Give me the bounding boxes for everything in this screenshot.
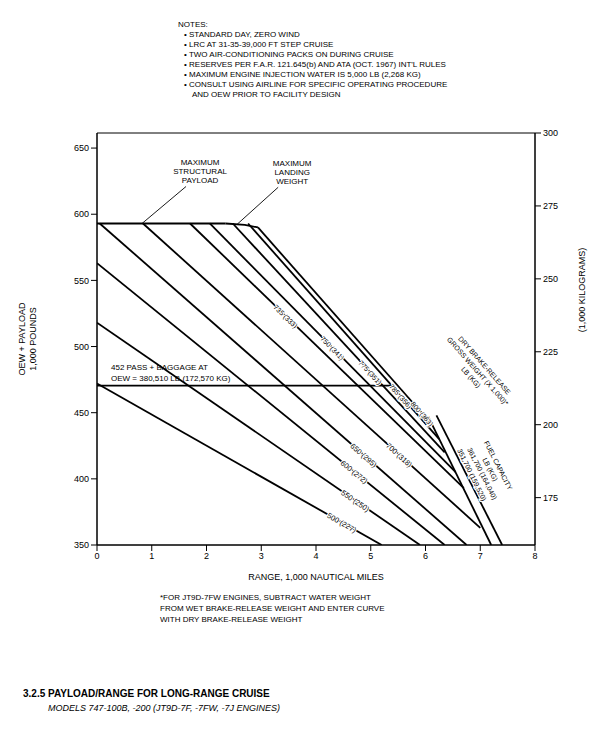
svg-text:600 (272): 600 (272) bbox=[339, 458, 370, 486]
svg-text:5: 5 bbox=[368, 551, 373, 561]
svg-text:MAXIMUMSTRUCTURALPAYLOAD: MAXIMUMSTRUCTURALPAYLOAD bbox=[173, 158, 227, 185]
svg-text:DRY BRAKE-RELEASEGROSS WEIGHT: DRY BRAKE-RELEASEGROSS WEIGHT (X 1,000)*… bbox=[439, 329, 517, 413]
html-text:FROM WET BRAKE-RELEASE WEIGHT: FROM WET BRAKE-RELEASE WEIGHT AND ENTER … bbox=[160, 604, 385, 613]
svg-text:500 (227): 500 (227) bbox=[326, 511, 359, 535]
html-text:OEW + PAYLOAD 1,000 POUNDS: OEW + PAYLOAD 1,000 POUNDS bbox=[17, 302, 38, 376]
svg-text:351,700 (159,520): 351,700 (159,520) bbox=[456, 447, 488, 502]
html-text:• TWO AIR-CONDITIONING PACKS O: • TWO AIR-CONDITIONING PACKS ON DURING C… bbox=[184, 50, 394, 59]
html-text:• CONSULT USING AIRLINE FOR SP: • CONSULT USING AIRLINE FOR SPECIFIC OPE… bbox=[184, 80, 448, 99]
svg-text:452 PASS + BAGGAGE ATOEW = 380: 452 PASS + BAGGAGE ATOEW = 380,510 LB (1… bbox=[111, 363, 231, 383]
svg-text:2: 2 bbox=[204, 551, 209, 561]
svg-text:225: 225 bbox=[543, 347, 558, 357]
svg-text:550 (250): 550 (250) bbox=[340, 488, 372, 514]
svg-text:750 (341): 750 (341) bbox=[319, 335, 346, 362]
svg-text:1: 1 bbox=[149, 551, 154, 561]
html-text:NOTES:: NOTES: bbox=[178, 20, 208, 29]
html-text:MODELS 747-100B, -200 (JT9D-7F: MODELS 747-100B, -200 (JT9D-7F, -7FW, -7… bbox=[48, 703, 281, 713]
svg-text:6: 6 bbox=[423, 551, 428, 561]
svg-text:FUEL CAPACITYLB (KG): FUEL CAPACITYLB (KG) bbox=[474, 440, 514, 496]
svg-text:550: 550 bbox=[74, 276, 89, 286]
svg-text:RANGE, 1,000 NAUTICAL MILES: RANGE, 1,000 NAUTICAL MILES bbox=[248, 572, 384, 582]
html-text:• MAXIMUM ENGINE INJECTION WAT: • MAXIMUM ENGINE INJECTION WATER IS 5,00… bbox=[184, 70, 421, 79]
svg-text:4: 4 bbox=[313, 551, 318, 561]
html-text:3.2.5 PAYLOAD/RANGE FOR LONG-R: 3.2.5 PAYLOAD/RANGE FOR LONG-RANGE CRUIS… bbox=[23, 688, 270, 699]
svg-text:500: 500 bbox=[74, 342, 89, 352]
svg-text:7: 7 bbox=[478, 551, 483, 561]
html-text:*FOR JT9D-7FW ENGINES, SUBTRAC: *FOR JT9D-7FW ENGINES, SUBTRACT WATER WE… bbox=[160, 593, 371, 602]
svg-text:200: 200 bbox=[543, 420, 558, 430]
svg-text:650: 650 bbox=[74, 143, 89, 153]
svg-text:735 (333): 735 (333) bbox=[272, 303, 299, 330]
svg-text:800 (363): 800 (363) bbox=[409, 400, 435, 428]
svg-text:250: 250 bbox=[543, 274, 558, 284]
svg-text:450: 450 bbox=[74, 408, 89, 418]
svg-text:MAXIMUMLANDINGWEIGHT: MAXIMUMLANDINGWEIGHT bbox=[273, 159, 312, 186]
html-text:• RESERVES PER F.A.R. 121.645(: • RESERVES PER F.A.R. 121.645(b) AND ATA… bbox=[184, 60, 446, 69]
html-text:• LRC AT 31-35-39,000 FT STEP: • LRC AT 31-35-39,000 FT STEP CRUISE bbox=[184, 40, 334, 49]
svg-text:3: 3 bbox=[259, 551, 264, 561]
svg-text:785 (356): 785 (356) bbox=[388, 382, 414, 410]
html-text:• STANDARD DAY, ZERO WIND: • STANDARD DAY, ZERO WIND bbox=[184, 30, 300, 39]
svg-text:600: 600 bbox=[74, 209, 89, 219]
svg-text:8: 8 bbox=[532, 551, 537, 561]
svg-text:650 (295): 650 (295) bbox=[349, 441, 379, 469]
html-text:WITH DRY BRAKE-RELEASE WEIGHT: WITH DRY BRAKE-RELEASE WEIGHT bbox=[160, 615, 303, 624]
svg-text:775 (351): 775 (351) bbox=[357, 359, 383, 386]
svg-text:700 (318): 700 (318) bbox=[384, 441, 414, 470]
svg-text:300: 300 bbox=[543, 128, 558, 138]
svg-text:275: 275 bbox=[543, 201, 558, 211]
html-text:(1,000 KILOGRAMS): (1,000 KILOGRAMS) bbox=[577, 247, 587, 333]
svg-text:400: 400 bbox=[74, 474, 89, 484]
svg-text:361,700 (164,040): 361,700 (164,040) bbox=[466, 446, 499, 501]
svg-text:0: 0 bbox=[94, 551, 99, 561]
svg-text:350: 350 bbox=[74, 540, 89, 550]
svg-text:175: 175 bbox=[543, 493, 558, 503]
